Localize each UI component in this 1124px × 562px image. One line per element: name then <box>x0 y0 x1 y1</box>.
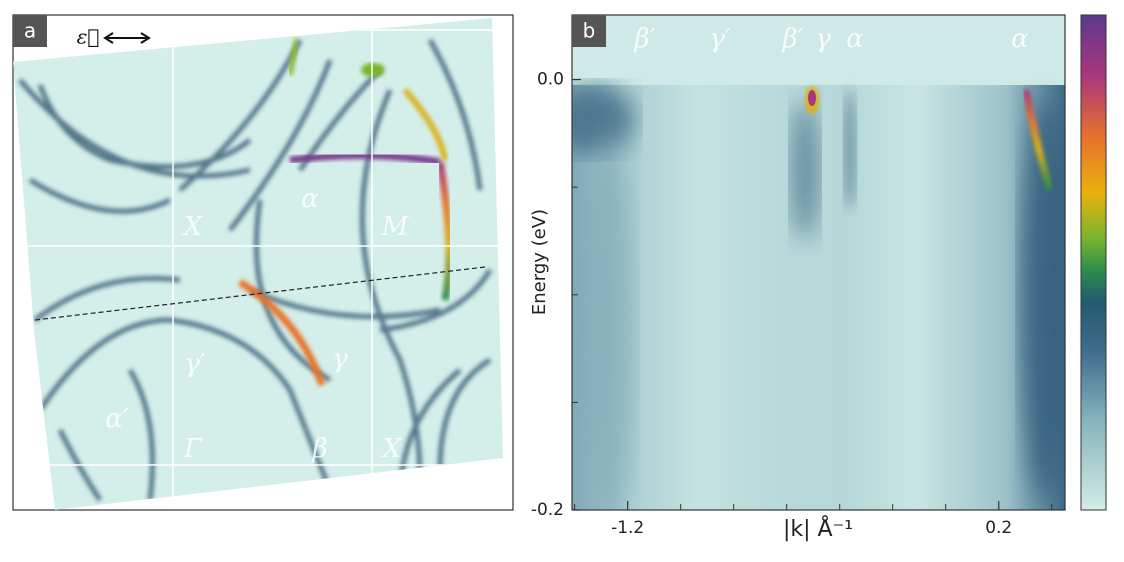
cut-line <box>34 266 486 321</box>
band-label: X <box>381 434 403 464</box>
arpes-image <box>572 15 1065 510</box>
band-label: γ <box>332 344 348 374</box>
y-tick-label: 0.0 <box>537 70 564 90</box>
band-label: X <box>182 212 204 242</box>
band-label: γ′ <box>184 349 206 379</box>
x-tick-label: 0.2 <box>985 518 1012 538</box>
x-axis-label: |k| Å⁻¹ <box>783 515 853 542</box>
polarization-label: ε⃗ <box>77 25 100 49</box>
band-label: Γ <box>183 434 203 464</box>
band-label: M <box>381 212 410 242</box>
band-label: γ′ <box>709 24 731 54</box>
band-label: α <box>301 184 319 214</box>
y-tick-label: -0.2 <box>531 500 564 520</box>
panel-a: a ε⃗ <box>12 14 514 511</box>
x-tick-label: -1.2 <box>611 518 644 538</box>
band-label: α <box>1011 24 1029 54</box>
colorbar <box>1080 14 1107 511</box>
y-axis-label: Energy (eV) <box>529 209 550 315</box>
panel-label-box <box>572 15 606 47</box>
band-label: α <box>846 24 864 54</box>
panel-b: b Energy (eV) |k| Å⁻¹ <box>529 14 1107 542</box>
polarization-arrow <box>103 32 151 44</box>
band-label: β <box>311 434 327 464</box>
panel-label: b <box>583 19 596 43</box>
band-label: β′ <box>634 24 656 54</box>
axes-frame <box>571 14 1066 511</box>
band-label: γ <box>815 24 831 54</box>
band-label: α′ <box>105 404 129 434</box>
band-label: β′ <box>782 24 804 54</box>
fermi-map <box>13 18 503 510</box>
panel-label: a <box>24 19 36 43</box>
panel-label-box <box>13 15 47 47</box>
